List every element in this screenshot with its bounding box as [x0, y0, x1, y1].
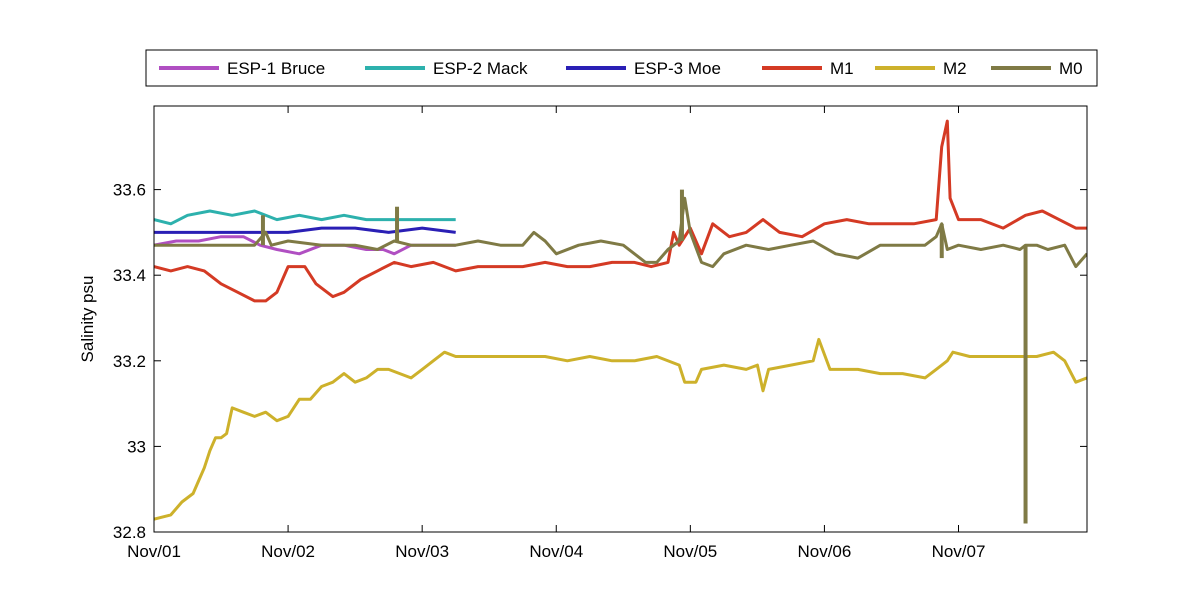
- legend-label: ESP-2 Mack: [433, 59, 528, 78]
- y-tick-label: 33: [127, 437, 146, 456]
- y-tick-label: 33.2: [113, 352, 146, 371]
- series-layer: [154, 119, 1087, 524]
- legend-label: M0: [1059, 59, 1083, 78]
- legend-item-esp-1-bruce: ESP-1 Bruce: [159, 59, 325, 78]
- legend-item-esp-2-mack: ESP-2 Mack: [365, 59, 528, 78]
- series-line-esp-2-mack: [154, 209, 456, 226]
- y-axis: 32.8 33 33.2 33.4 33.6: [113, 181, 1087, 542]
- plot-area: [154, 106, 1087, 532]
- x-tick-label: Nov/07: [932, 542, 986, 561]
- legend-item-esp-3-moe: ESP-3 Moe: [566, 59, 721, 78]
- y-tick-label: 33.4: [113, 266, 146, 285]
- legend-label: ESP-3 Moe: [634, 59, 721, 78]
- y-tick-label: 32.8: [113, 523, 146, 542]
- legend-item-m0: M0: [991, 59, 1083, 78]
- y-axis-title: Salinity psu: [78, 276, 97, 363]
- legend-label: M1: [830, 59, 854, 78]
- plot-frame: [153, 105, 1088, 533]
- x-tick-label: Nov/01: [127, 542, 181, 561]
- x-tick-label: Nov/04: [529, 542, 583, 561]
- legend-item-m1: M1: [762, 59, 854, 78]
- y-tick-label: 33.6: [113, 181, 146, 200]
- series-line-esp-3-moe: [154, 226, 456, 234]
- series-line-m1: [154, 119, 1087, 303]
- legend: ESP-1 Bruce ESP-2 Mack ESP-3 Moe M1 M2 M0: [159, 59, 1083, 78]
- legend-label: M2: [943, 59, 967, 78]
- x-axis: Nov/01 Nov/02 Nov/03 Nov/04 Nov/05 Nov/06 Nov/…: [127, 106, 985, 561]
- legend-item-m2: M2: [875, 59, 967, 78]
- series-line-esp-1-bruce: [154, 235, 456, 256]
- x-tick-label: Nov/03: [395, 542, 449, 561]
- series-line-m2: [154, 337, 1087, 521]
- x-tick-label: Nov/06: [797, 542, 851, 561]
- legend-label: ESP-1 Bruce: [227, 59, 325, 78]
- x-tick-label: Nov/02: [261, 542, 315, 561]
- x-tick-label: Nov/05: [663, 542, 717, 561]
